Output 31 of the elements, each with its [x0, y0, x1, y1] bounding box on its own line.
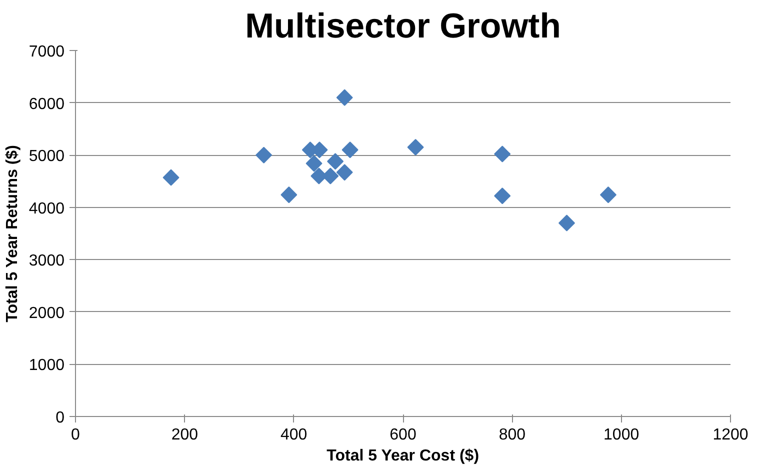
y-tick-label: 3000: [28, 252, 65, 270]
y-tick-label: 1000: [28, 357, 65, 374]
point: [342, 142, 358, 158]
x-tick-label: 0: [71, 426, 80, 444]
y-axis-title: Total 5 Year Returns ($): [4, 145, 21, 322]
y-tick-label: 7000: [28, 44, 65, 60]
point: [306, 155, 322, 172]
x-tick-label: 200: [171, 426, 198, 444]
point: [162, 169, 180, 186]
y-tick-label: 2000: [28, 304, 65, 322]
x-tick-label: 1000: [604, 426, 640, 444]
x-axis-title: Total 5 Year Cost ($): [326, 448, 480, 464]
chart-title: Multisector Growth: [245, 8, 561, 46]
point: [558, 214, 576, 232]
point: [336, 89, 353, 106]
x-tick-label: 400: [280, 426, 308, 444]
y-tick-label: 0: [56, 410, 65, 426]
point: [407, 138, 424, 156]
point: [494, 188, 511, 204]
point: [256, 146, 272, 164]
y-tick-label: 5000: [28, 148, 65, 166]
y-tick-label: 4000: [28, 200, 65, 218]
point: [494, 146, 511, 162]
point: [280, 186, 298, 204]
x-tick-label: 1200: [712, 426, 748, 444]
point: [600, 186, 617, 204]
point: [327, 153, 344, 170]
y-tick-label: 6000: [28, 96, 65, 113]
point: [336, 164, 353, 181]
x-tick-label: 600: [390, 426, 416, 444]
x-tick-label: 800: [498, 426, 526, 444]
